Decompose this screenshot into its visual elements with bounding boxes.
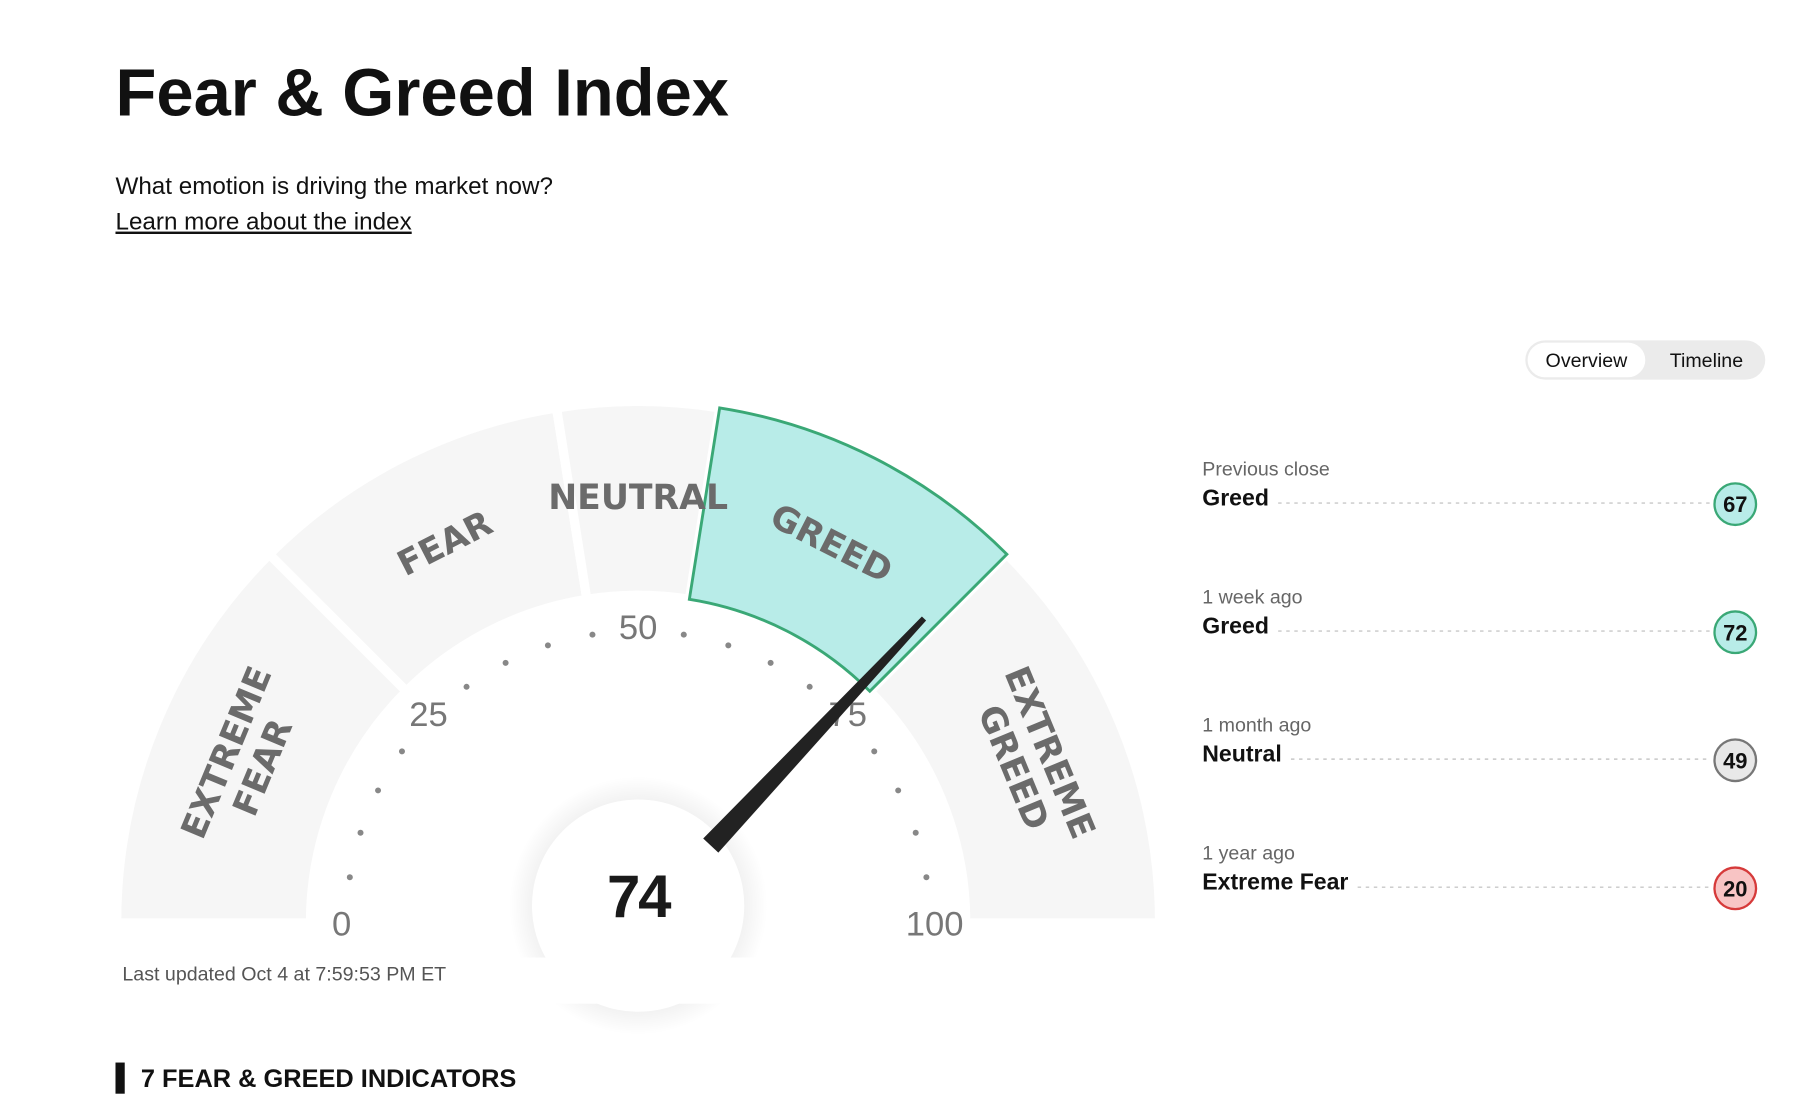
gauge-dot (895, 787, 902, 794)
history-badge (1713, 610, 1758, 655)
history-rating: Extreme Fear (1202, 868, 1348, 894)
history-rating: Greed (1202, 612, 1269, 638)
history-badge (1713, 738, 1758, 783)
history-label: 1 week ago (1202, 586, 1302, 608)
tabs: Overview Timeline (1527, 342, 1743, 378)
tab[interactable]: Overview (1546, 350, 1629, 372)
section-bar (115, 1062, 125, 1094)
gauge-dot (502, 659, 509, 666)
gauge-segment (863, 547, 1165, 928)
history-rating: Neutral (1202, 740, 1281, 766)
last-updated: Last updated Oct 4 at 7:59:53 PM ET (122, 964, 446, 986)
gauge-dot (357, 829, 364, 836)
page-title: Fear & Greed Index (115, 55, 729, 130)
gauge-dot (398, 748, 405, 755)
history-value: 72 (1723, 620, 1747, 645)
history: Previous close Greed 67 1 week ago Greed 72 1 … (1202, 458, 1758, 911)
gauge-dot (806, 683, 813, 690)
learn-more-link[interactable]: Learn more about the index (115, 209, 411, 236)
tab-active-bg (1527, 342, 1646, 378)
gauge-tick-label: 100 (906, 906, 964, 944)
gauge-dot (912, 829, 919, 836)
history-value: 67 (1723, 492, 1747, 517)
gauge-value: 74 (607, 863, 672, 930)
gauge-dot (346, 874, 353, 881)
gauge-dot (767, 659, 774, 666)
tab[interactable]: Timeline (1670, 350, 1743, 372)
gauge-dot (589, 631, 596, 638)
segment-label: NEUTRAL (548, 478, 728, 518)
gauge-dot (375, 787, 382, 794)
gauge-dot (725, 642, 732, 649)
gauge-dot (923, 874, 930, 881)
gauge-dot (871, 748, 878, 755)
segment-label-line: NEUTRAL (548, 478, 728, 518)
history-label: Previous close (1202, 458, 1330, 480)
needle (703, 616, 927, 853)
history-rating: Greed (1202, 484, 1269, 510)
section-title: 7 FEAR & GREED INDICATORS (141, 1065, 517, 1093)
history-value: 49 (1723, 748, 1747, 773)
history-label: 1 year ago (1202, 842, 1295, 864)
history-badge (1713, 482, 1758, 527)
history-badge (1713, 866, 1758, 911)
history-label: 1 month ago (1202, 714, 1311, 736)
baseline-cover (505, 957, 771, 1004)
history-value: 20 (1723, 876, 1747, 901)
gauge-dot (680, 631, 687, 638)
subtitle: What emotion is driving the market now? (115, 173, 552, 200)
gauge-dot (544, 642, 551, 649)
gauge-tick-label: 50 (619, 609, 658, 647)
gauge-segment (687, 406, 1009, 694)
gauge-dot (463, 683, 470, 690)
gauge-tick-label: 25 (409, 696, 448, 734)
gauge-tick-label: 0 (332, 906, 351, 944)
